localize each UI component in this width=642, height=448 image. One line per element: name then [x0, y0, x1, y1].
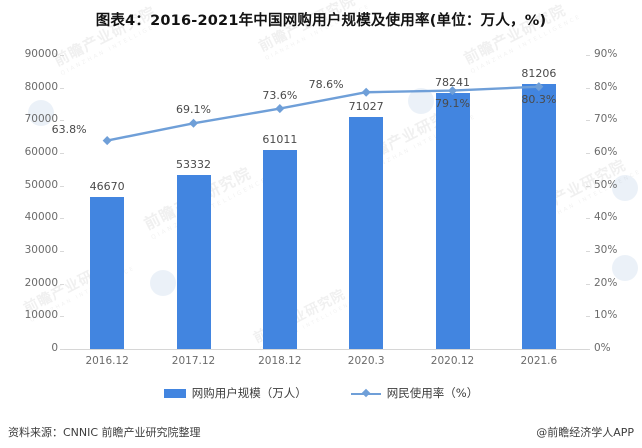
line-path: [106, 85, 539, 142]
bar[interactable]: [349, 116, 384, 349]
y-axis-left-tick-label: 30000: [24, 244, 58, 256]
x-axis-label: 2017.12: [171, 355, 216, 367]
y-axis-right-tick-label: 70%: [594, 113, 618, 126]
y-axis-right-tick: [586, 153, 590, 154]
y-axis-left-tick-label: 0: [51, 342, 58, 354]
y-axis-left-tick: [60, 55, 64, 56]
y-axis-left-tick: [60, 283, 64, 285]
y-axis-right-tick: [586, 87, 590, 89]
line-marker[interactable]: [102, 136, 112, 146]
y-axis-right-tick: [586, 218, 590, 220]
y-axis-left-tick: [60, 316, 64, 318]
y-axis-left-tick-label: 50000: [24, 178, 58, 191]
bar[interactable]: [176, 174, 211, 349]
y-axis-left-tick-label: 90000: [24, 48, 58, 60]
bar[interactable]: [521, 83, 556, 349]
app-credit: @前瞻经济学人APP: [536, 426, 634, 439]
y-axis-left-tick-label: 20000: [24, 276, 58, 289]
y-axis-right-tick: [586, 349, 590, 350]
legend-item-bar[interactable]: 网购用户规模（万人）: [163, 385, 307, 401]
legend-line-swatch: [350, 389, 381, 398]
line-value-label: 69.1%: [176, 103, 211, 117]
y-axis-left-tick: [60, 251, 64, 252]
x-axis-label: 2020.12: [430, 355, 475, 367]
legend-bar-label: 网购用户规模（万人）: [191, 386, 307, 400]
y-axis-left-tick: [60, 87, 64, 89]
line-marker[interactable]: [534, 82, 544, 92]
y-axis-right-tick: [586, 316, 590, 318]
y-axis-right-tick-label: 80%: [594, 80, 618, 93]
bar[interactable]: [262, 149, 297, 349]
y-axis-right-tick: [586, 55, 590, 56]
y-axis-right-tick-label: 50%: [594, 178, 618, 191]
line-value-label: 79.1%: [435, 96, 470, 110]
line-marker[interactable]: [361, 87, 371, 97]
y-axis-left-tick-label: 80000: [24, 80, 58, 93]
x-axis-label: 2021.6: [520, 355, 558, 367]
y-axis-left-tick-label: 60000: [24, 146, 58, 158]
y-axis-right-tick: [586, 120, 590, 122]
y-axis-left-tick: [60, 153, 64, 154]
line-value-label: 63.8%: [51, 122, 87, 136]
bar-value-label: 53332: [176, 157, 211, 171]
bar[interactable]: [435, 93, 470, 349]
plot-area: [64, 55, 582, 349]
line-marker[interactable]: [275, 104, 285, 114]
bar-value-label: 78241: [435, 76, 470, 90]
y-axis-right-tick-label: 20%: [594, 276, 618, 289]
y-axis-left-tick-label: 40000: [24, 211, 58, 224]
bar-value-label: 61011: [262, 132, 298, 146]
line-value-label: 73.6%: [262, 88, 298, 102]
y-axis-left-tick-label: 70000: [24, 113, 58, 126]
y-axis-right-tick: [586, 251, 590, 252]
y-axis-right-tick-label: 60%: [594, 146, 618, 158]
chart-title: 图表4：2016-2021年中国网购用户规模及使用率(单位：万人，%): [95, 13, 547, 29]
y-axis-left-tick: [60, 185, 64, 187]
y-axis-right-tick-label: 10%: [594, 309, 618, 322]
y-axis-right-tick-label: 0%: [594, 342, 611, 354]
line-series: [102, 82, 544, 146]
bar-value-label: 46670: [89, 179, 125, 193]
bar[interactable]: [90, 196, 125, 349]
bar-value-label: 71027: [348, 99, 384, 113]
y-axis-left-tick: [60, 120, 64, 122]
x-axis-label: 2018.12: [258, 355, 302, 367]
legend-item-line[interactable]: 网民使用率（%）: [350, 385, 479, 401]
bar-value-label: 81206: [521, 66, 557, 80]
x-axis-label: 2020.3: [347, 355, 385, 367]
y-axis-right-tick: [586, 185, 590, 187]
y-axis-left-tick: [60, 218, 64, 220]
y-axis-right-tick-label: 40%: [594, 211, 618, 224]
source-note: 资料来源：CNNIC 前瞻产业研究院整理: [8, 426, 201, 439]
line-value-label: 78.6%: [308, 78, 344, 92]
x-axis-label: 2016.12: [85, 355, 129, 367]
line-marker[interactable]: [188, 118, 199, 128]
legend-line-label: 网民使用率（%）: [386, 386, 479, 400]
y-axis-left-tick-label: 10000: [24, 309, 58, 322]
line-value-label: 80.3%: [521, 92, 557, 106]
y-axis-right-tick-label: 90%: [594, 48, 618, 60]
y-axis-right-tick: [586, 283, 590, 285]
y-axis-right-tick-label: 30%: [594, 244, 618, 256]
legend-bar-swatch: [163, 388, 186, 398]
chart-legend: 网购用户规模（万人） 网民使用率（%）: [0, 385, 642, 401]
y-axis-left-tick: [60, 349, 64, 350]
x-axis-baseline: [64, 349, 588, 350]
